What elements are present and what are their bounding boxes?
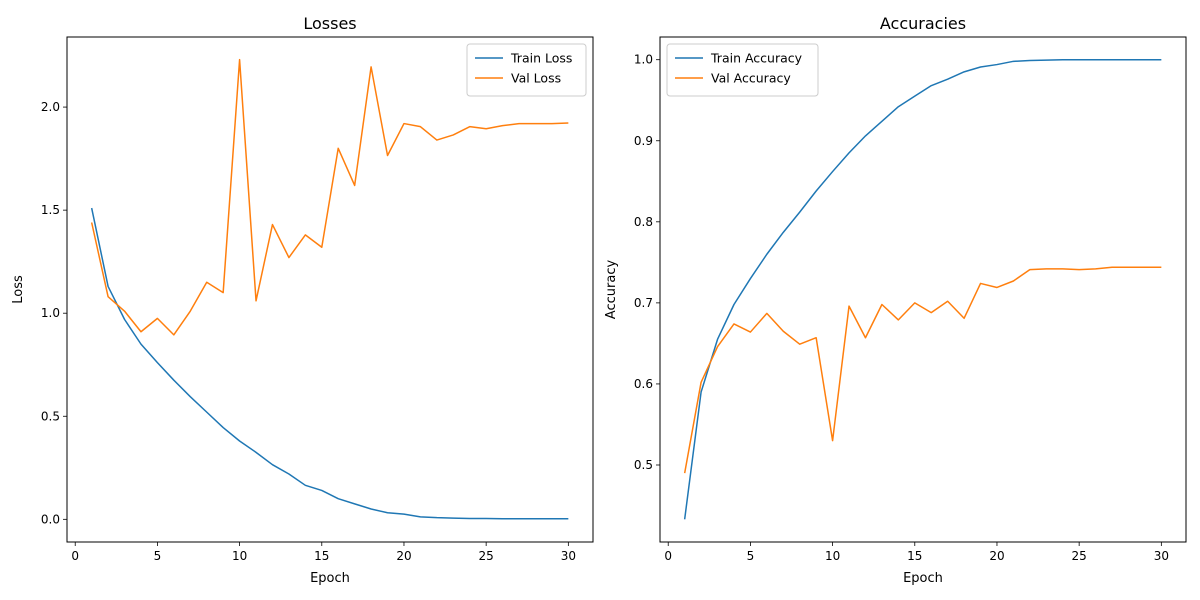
legend-label: Val Loss [511,71,561,86]
axes-frame [659,36,1187,543]
legend-label: Train Loss [510,51,572,66]
legend-label: Val Accuracy [711,71,791,86]
x-axis-label: Epoch [310,571,350,586]
y-tick-label: 1.0 [634,53,653,67]
losses-panel: Losses 0 5 10 15 20 25 30 0.0 0.5 1.0 1.5 2.0 Epoch Lo… [11,14,594,586]
x-tick-label: 20 [989,549,1004,563]
chart-title: Losses [303,14,356,33]
y-tick-label: 1.0 [41,306,60,320]
y-tick-label: 2.0 [41,100,60,114]
y-axis-label: Accuracy [604,260,619,320]
x-tick-label: 30 [561,549,576,563]
axes-frame [66,36,594,543]
series-line-val-accuracy [683,266,1162,474]
y-tick-label: 0.8 [634,215,653,229]
x-tick-label: 15 [907,549,922,563]
x-tick-label: 20 [396,549,411,563]
x-tick-label: 25 [1072,549,1087,563]
accuracies-panel: Accuracies 0 5 10 15 20 25 30 0.5 0.6 0.7 0.8 0.9 1.0… [604,14,1187,586]
y-tick-label: 0.9 [634,134,653,148]
y-tick-label: 0.5 [41,409,60,423]
x-tick-label: 0 [71,549,79,563]
x-tick-label: 10 [825,549,840,563]
legend-box [466,43,587,97]
x-tick-label: 10 [232,549,247,563]
legend-box [666,43,819,97]
y-tick-label: 0.7 [634,296,653,310]
x-tick-label: 5 [154,549,162,563]
y-tick-label: 0.0 [41,512,60,526]
series-line-val-loss [90,58,569,336]
legend-label: Train Accuracy [710,51,803,66]
y-tick-label: 1.5 [41,203,60,217]
y-axis-label: Loss [11,275,26,304]
x-tick-label: 0 [664,549,672,563]
series-line-train-accuracy [683,58,1162,520]
y-tick-label: 0.6 [634,377,653,391]
x-tick-label: 30 [1154,549,1169,563]
x-tick-label: 15 [314,549,329,563]
x-tick-label: 5 [747,549,755,563]
series-line-train-loss [90,207,569,520]
x-tick-label: 25 [479,549,494,563]
y-tick-label: 0.5 [634,458,653,472]
x-axis-label: Epoch [903,571,943,586]
chart-title: Accuracies [880,14,966,33]
